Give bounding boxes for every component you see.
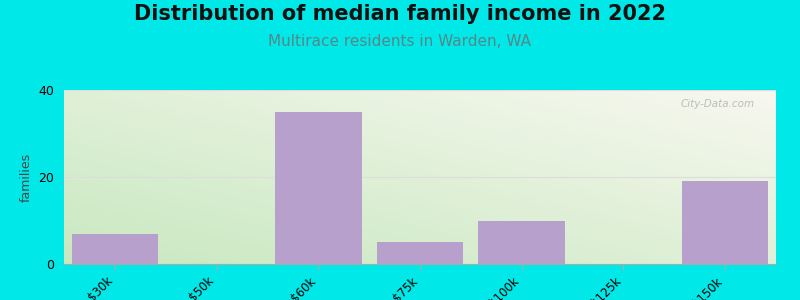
Text: Multirace residents in Warden, WA: Multirace residents in Warden, WA	[269, 34, 531, 50]
Bar	[377, 242, 463, 264]
Text: Distribution of median family income in 2022: Distribution of median family income in …	[134, 4, 666, 25]
Y-axis label: families: families	[20, 152, 33, 202]
Bar	[682, 181, 768, 264]
Text: City-Data.com: City-Data.com	[681, 99, 754, 109]
Bar	[72, 233, 158, 264]
Bar	[478, 220, 565, 264]
Bar	[275, 112, 362, 264]
